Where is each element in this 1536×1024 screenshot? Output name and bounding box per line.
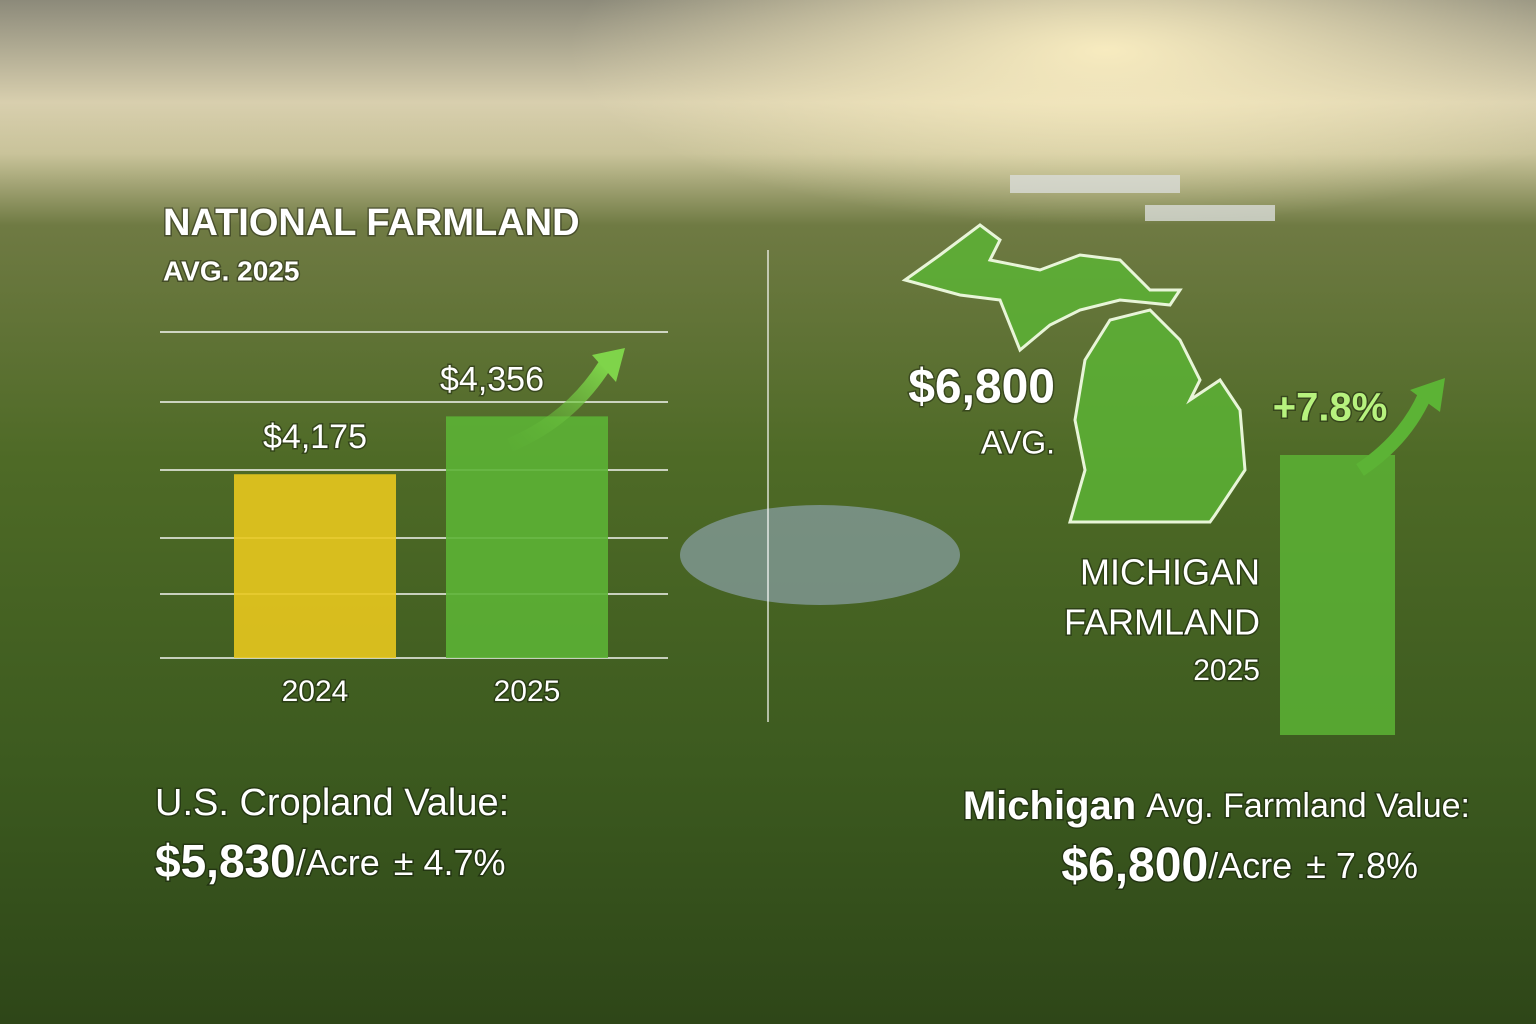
building	[1010, 175, 1180, 193]
bars: $4,175 2024 $4,356 2025	[234, 359, 608, 709]
trend-arrow	[1356, 392, 1432, 476]
change: ± 7.8%	[1306, 845, 1418, 886]
footer-label: U.S. Cropland Value:	[155, 782, 509, 824]
change: ± 4.7%	[394, 842, 506, 883]
michigan-label: 2025	[1193, 654, 1260, 687]
trend-arrow	[507, 361, 611, 452]
amount: $5,830	[155, 835, 296, 887]
x-tick-label: 2025	[494, 675, 561, 708]
building	[1145, 205, 1275, 221]
pond	[680, 505, 960, 605]
michigan-bar	[1280, 455, 1395, 735]
bar	[234, 474, 396, 658]
value-label: $4,175	[263, 418, 367, 456]
footer-label: Michigan Avg. Farmland Value:	[963, 784, 1470, 828]
arrow-head	[1410, 378, 1445, 412]
bold-label: Michigan	[963, 784, 1136, 828]
upper-peninsula	[901, 223, 1183, 353]
michigan-change: +7.8%	[1273, 386, 1388, 430]
michigan-map	[901, 223, 1247, 524]
michigan-value: $6,800	[908, 361, 1055, 414]
amount: $6,800	[1061, 839, 1208, 892]
chart-title: NATIONAL FARMLAND	[163, 202, 580, 244]
x-tick-label: 2024	[282, 675, 349, 708]
footer-value: $5,830/Acre ± 4.7%	[155, 835, 506, 887]
chart-subtitle: AVG. 2025	[163, 255, 299, 286]
footer-value: $6,800/Acre ± 7.8%	[1061, 839, 1418, 892]
michigan-label: MICHIGAN	[1080, 552, 1260, 593]
value-label: $4,356	[440, 360, 544, 398]
unit: /Acre	[296, 842, 380, 883]
unit: /Acre	[1208, 845, 1292, 886]
arrow-head	[592, 348, 625, 382]
michigan-avg: AVG.	[981, 424, 1055, 460]
michigan-label: FARMLAND	[1064, 602, 1260, 643]
bar	[446, 416, 608, 658]
label: Avg. Farmland Value:	[1146, 787, 1470, 825]
lower-peninsula	[1068, 308, 1247, 524]
